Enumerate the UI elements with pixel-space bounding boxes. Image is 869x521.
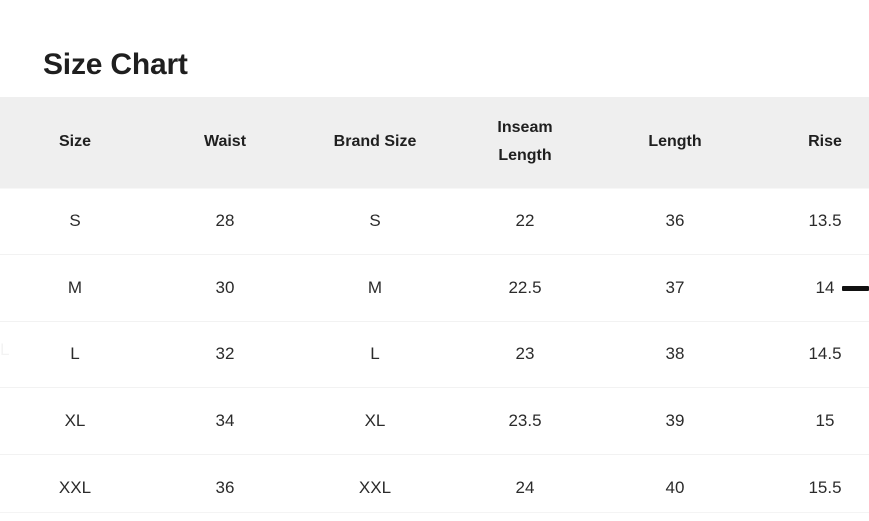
cell-length: 38	[600, 320, 750, 388]
cell-length: 36	[600, 187, 750, 255]
cell-size: L	[0, 320, 150, 388]
cell-length: 40	[600, 453, 750, 521]
table-row: M 30 M 22.5 37 14	[0, 254, 869, 321]
column-header-length: Length	[600, 97, 750, 188]
cell-inseam-length: 24	[450, 453, 600, 521]
left-edge-clipped-glyph: L	[0, 341, 10, 359]
cell-length: 39	[600, 387, 750, 454]
cell-rise: 14.5	[750, 320, 869, 388]
column-header-size: Size	[0, 97, 150, 188]
cell-waist: 32	[150, 320, 300, 388]
column-header-brand-size-label: Brand Size	[333, 133, 417, 151]
cell-brand-size: M	[300, 254, 450, 321]
cell-size: S	[0, 187, 150, 255]
column-header-size-label: Size	[58, 133, 91, 151]
column-header-waist: Waist	[150, 97, 300, 188]
column-header-rise: Rise	[750, 97, 869, 188]
page-title: Size Chart	[43, 48, 188, 82]
column-header-brand-size: Brand Size	[300, 97, 450, 188]
cell-brand-size: S	[300, 187, 450, 255]
table-row: S 28 S 22 36 13.5	[0, 187, 869, 255]
cell-waist: 28	[150, 187, 300, 255]
cell-size: M	[0, 254, 150, 321]
column-header-length-label: Length	[648, 133, 702, 151]
cell-inseam-length: 22.5	[450, 254, 600, 321]
column-header-inseam-length: Inseam Length	[450, 97, 600, 188]
right-edge-marker-bar	[842, 286, 869, 291]
cell-brand-size: L	[300, 320, 450, 388]
column-header-waist-label: Waist	[203, 133, 247, 151]
cell-brand-size: XL	[300, 387, 450, 454]
cell-rise: 13.5	[750, 187, 869, 255]
column-header-inseam-length-label: Inseam Length	[497, 119, 553, 165]
table-row: XL 34 XL 23.5 39 15	[0, 387, 869, 454]
cell-inseam-length: 23.5	[450, 387, 600, 454]
cell-size: XL	[0, 387, 150, 454]
cell-rise: 15.5	[750, 453, 869, 521]
cell-waist: 36	[150, 453, 300, 521]
table-row: L 32 L 23 38 14.5	[0, 320, 869, 388]
cell-length: 37	[600, 254, 750, 321]
table-bottom-divider	[0, 512, 869, 513]
table-header: Size Waist Brand Size Inseam Length Leng…	[0, 97, 869, 188]
table-body: S 28 S 22 36 13.5 M 30 M 22.5 37 14 L 32…	[0, 187, 869, 521]
table-row: XXL 36 XXL 24 40 15.5	[0, 453, 869, 521]
cell-waist: 34	[150, 387, 300, 454]
cell-brand-size: XXL	[300, 453, 450, 521]
cell-size: XXL	[0, 453, 150, 521]
column-header-rise-label: Rise	[808, 133, 842, 151]
size-chart-table: Size Waist Brand Size Inseam Length Leng…	[0, 97, 869, 521]
cell-rise: 15	[750, 387, 869, 454]
cell-waist: 30	[150, 254, 300, 321]
cell-inseam-length: 22	[450, 187, 600, 255]
table-header-row: Size Waist Brand Size Inseam Length Leng…	[0, 97, 869, 188]
cell-inseam-length: 23	[450, 320, 600, 388]
